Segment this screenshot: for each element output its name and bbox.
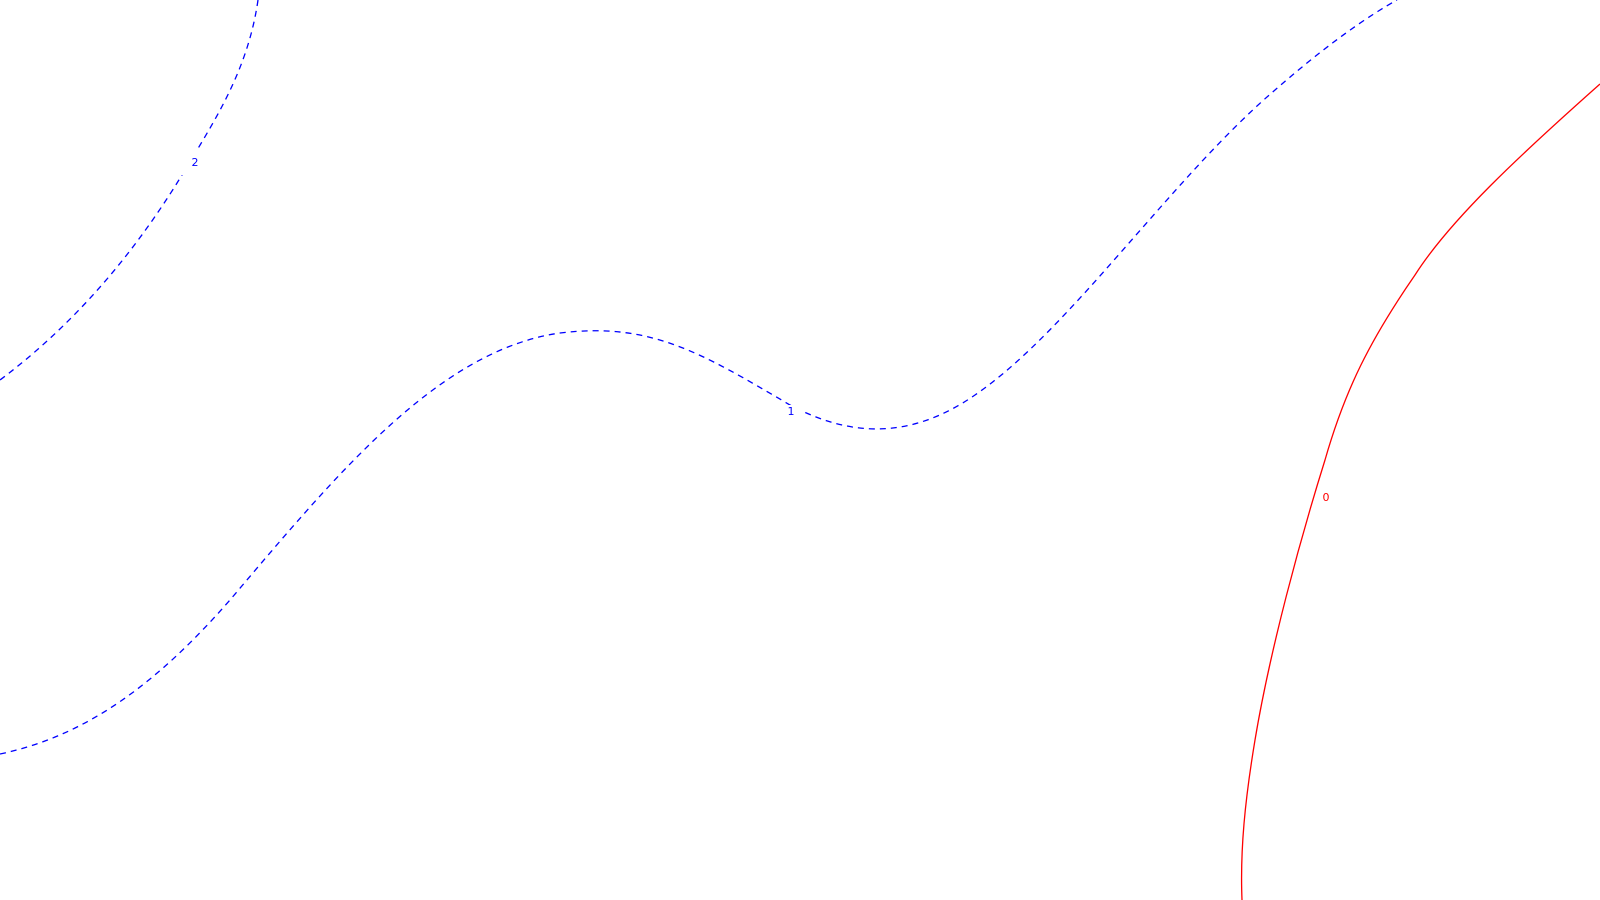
contour-label-1: 1 — [788, 405, 795, 418]
contour-label-0: 0 — [1323, 491, 1330, 504]
contour-line-level-0 — [1240, 83, 1600, 900]
contour-label-gap-1 — [780, 405, 802, 420]
contour-label-gap-2 — [180, 150, 205, 175]
contour-line-level-1 — [0, 0, 1398, 755]
contour-label-2: 2 — [192, 156, 199, 169]
contour-line-level-2 — [0, 0, 259, 381]
contour-label-gap-0 — [1318, 488, 1334, 506]
